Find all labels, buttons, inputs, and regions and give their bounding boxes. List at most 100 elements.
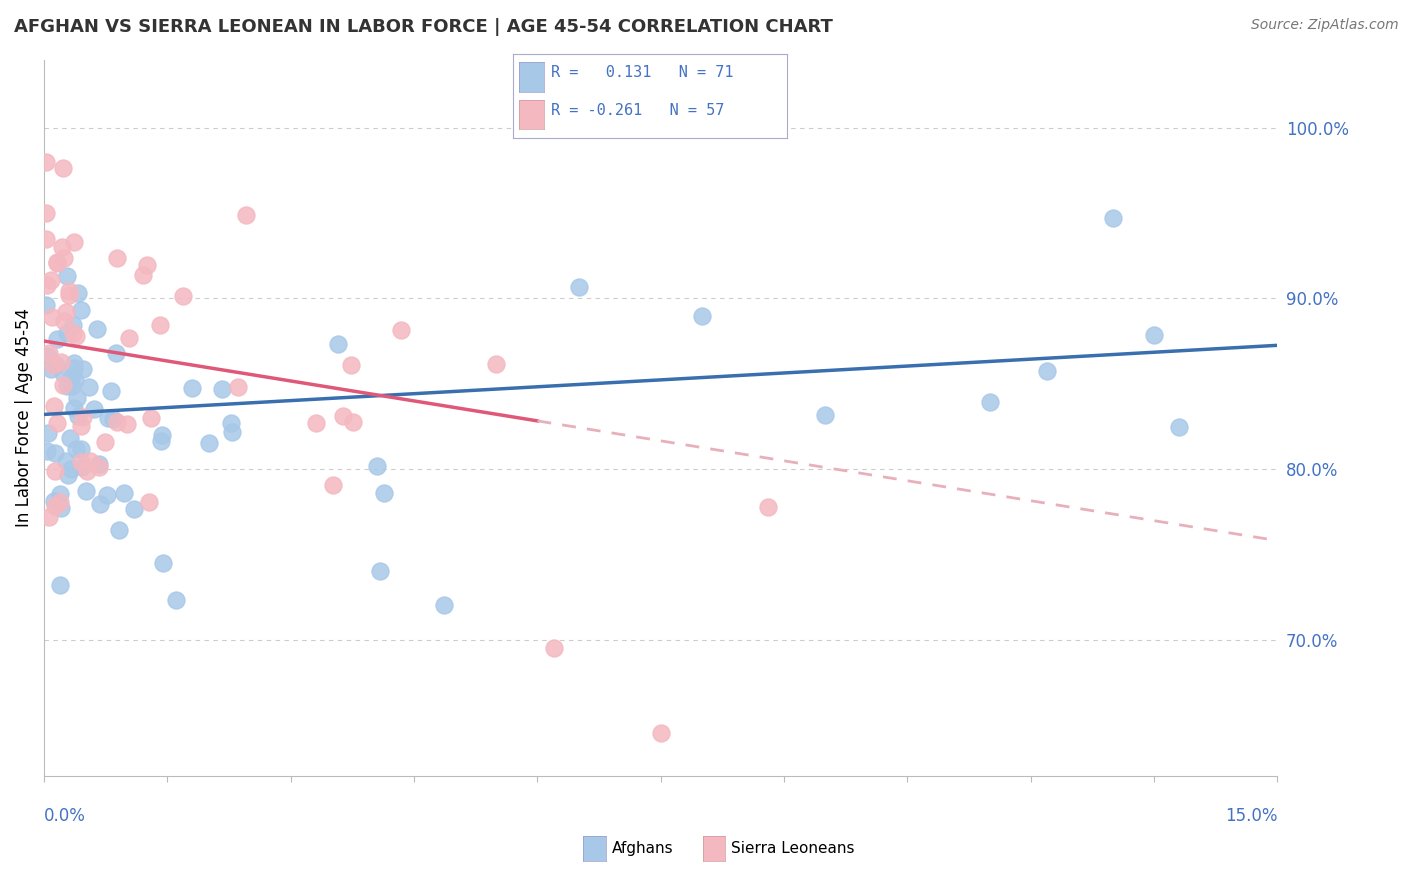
Point [152,427,174,442]
Point [83,402,105,417]
Point [60,378,83,392]
Point [221,425,243,440]
Point [69,442,91,457]
Point [52,314,75,328]
Point [132,268,155,282]
Point [62,318,84,332]
Point [87,457,110,471]
Point [49,494,72,508]
Point [46,417,69,431]
Point [51,240,73,254]
Point [89,497,111,511]
Point [366,458,388,473]
Point [46,254,69,268]
Point [650,726,672,740]
Point [39,362,62,376]
Point [181,381,204,395]
Point [69,302,91,317]
Point [141,410,163,425]
Point [42,400,65,414]
Point [66,391,89,405]
Point [63,235,86,249]
Text: Sierra Leoneans: Sierra Leoneans [731,841,855,856]
Point [63,356,86,370]
Point [37,277,59,292]
Point [44,446,66,460]
Point [56,326,79,341]
Point [79,379,101,393]
Point [35,155,58,169]
Point [485,357,508,371]
Point [433,599,456,613]
Point [543,641,565,656]
Point [322,478,344,492]
Point [107,523,129,537]
Text: 15.0%: 15.0% [1225,806,1278,825]
Point [72,460,94,475]
Point [44,499,66,513]
Point [65,373,87,387]
Point [814,408,837,422]
Point [37,350,59,364]
Point [136,259,159,273]
Point [49,501,72,516]
Text: Source: ZipAtlas.com: Source: ZipAtlas.com [1251,18,1399,32]
Point [105,346,128,360]
Point [69,419,91,434]
Point [76,464,98,478]
Point [55,454,77,468]
Point [65,329,87,343]
Point [46,256,69,270]
Point [115,417,138,431]
Point [690,309,713,323]
Point [51,377,73,392]
Point [37,444,59,458]
Point [45,359,67,373]
Point [65,442,87,456]
Point [568,280,591,294]
Point [59,431,82,445]
Point [198,436,221,450]
Point [67,285,90,300]
Point [42,358,65,372]
Point [55,305,77,319]
Point [60,371,83,385]
Point [340,358,363,372]
Point [58,288,80,302]
Point [35,232,58,246]
Point [228,380,250,394]
Point [46,332,69,346]
Point [114,485,136,500]
Point [101,412,124,426]
Point [75,484,97,499]
Point [105,251,128,265]
Point [41,310,63,324]
Point [48,487,70,501]
Point [138,494,160,508]
Point [38,509,60,524]
Point [58,284,80,298]
Text: AFGHAN VS SIERRA LEONEAN IN LABOR FORCE | AGE 45-54 CORRELATION CHART: AFGHAN VS SIERRA LEONEAN IN LABOR FORCE … [14,18,832,36]
Point [149,434,172,449]
Point [39,273,62,287]
Point [37,425,59,440]
Point [118,331,141,345]
Point [1102,211,1125,225]
Point [172,289,194,303]
Point [86,322,108,336]
Point [52,251,75,265]
Point [1167,420,1189,434]
Y-axis label: In Labor Force | Age 45-54: In Labor Force | Age 45-54 [15,309,32,527]
Text: R = -0.261   N = 57: R = -0.261 N = 57 [551,103,724,118]
Point [38,346,60,360]
Point [332,409,354,424]
Point [221,416,243,430]
Point [44,464,66,478]
Point [42,494,65,508]
Point [56,379,79,393]
Point [756,500,779,514]
Point [62,326,84,340]
Text: R =   0.131   N = 71: R = 0.131 N = 71 [551,65,734,80]
Point [373,486,395,500]
Point [49,355,72,369]
